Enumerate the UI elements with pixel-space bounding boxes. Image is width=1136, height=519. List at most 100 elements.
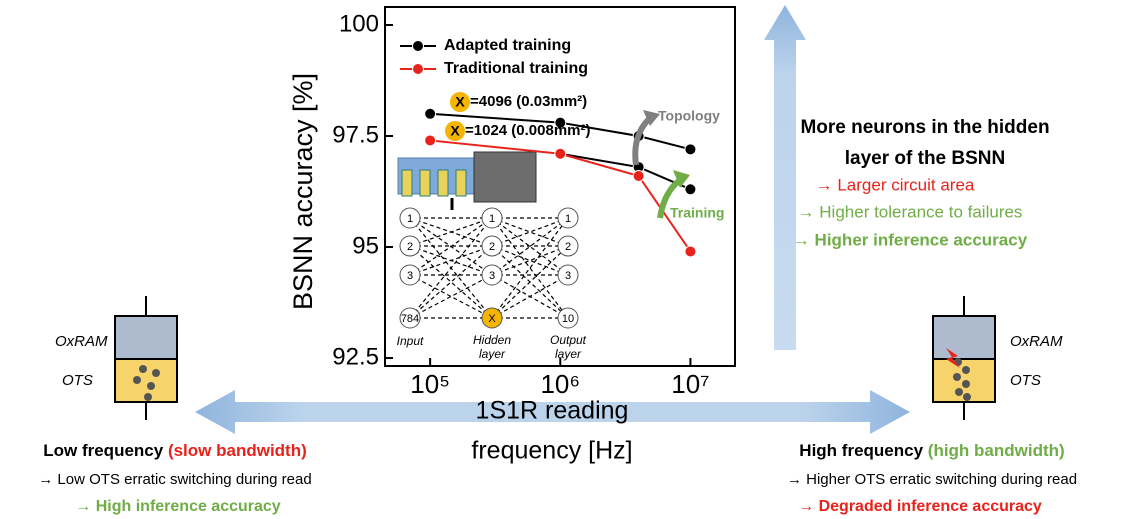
node-label: 1 (489, 213, 495, 225)
layer-label: Hidden (473, 333, 511, 347)
data-point (554, 116, 567, 129)
layer-label: Output (550, 333, 587, 347)
node-label: 784 (401, 313, 419, 325)
y-tick-label: 95 (352, 232, 379, 259)
topology-arrow (632, 115, 653, 166)
data-point (632, 169, 645, 182)
effect-text: → Low OTS erratic switching during read (38, 471, 311, 488)
node-label: 3 (489, 270, 495, 282)
frequency-arrow (195, 390, 910, 434)
y-tick-label: 100 (339, 10, 379, 37)
node (557, 264, 579, 286)
node-label: 2 (489, 241, 495, 253)
legend-marker (412, 40, 424, 52)
node (481, 264, 503, 286)
effect-text: → Higher inference accuracy (793, 230, 1028, 249)
topology-arrowhead (643, 110, 660, 126)
node-label: 1 (565, 213, 571, 225)
layer-label: layer (555, 347, 582, 361)
effect-text: → Higher OTS erratic switching during re… (787, 471, 1077, 488)
result-text: → High inference accuracy (75, 498, 281, 515)
node-label: 2 (407, 241, 413, 253)
data-point (424, 107, 437, 120)
heading: High frequency (799, 441, 923, 460)
pillar (437, 169, 449, 197)
low-frequency-heading: Low frequency (slow bandwidth) (43, 441, 307, 460)
oxram-label: OxRAM (1010, 333, 1063, 350)
ots-label: OTS (1010, 372, 1041, 389)
node (481, 235, 503, 257)
series-line (430, 139, 692, 253)
x-symbol: X (450, 123, 460, 139)
connection (409, 274, 493, 319)
node-label: 3 (407, 270, 413, 282)
neurons-arrow (764, 5, 806, 350)
node (557, 235, 579, 257)
y-axis-label: BSNN accuracy [%] (288, 73, 318, 310)
connection (491, 217, 569, 276)
node (557, 307, 579, 329)
data-point (684, 183, 697, 196)
node (557, 207, 579, 229)
x-axis-label: frequency [Hz] (471, 437, 632, 465)
x-badge (445, 121, 465, 141)
connection (409, 217, 493, 319)
node-label: 10 (562, 313, 574, 325)
connection (491, 274, 569, 319)
node (481, 207, 503, 229)
layer-label: layer (479, 347, 506, 361)
effect-text: → Higher tolerance to failures (798, 202, 1023, 221)
oxram-label: OxRAM (55, 333, 108, 350)
x-tick-label: 10⁶ (540, 369, 580, 399)
ots-label: OTS (62, 372, 93, 389)
y-tick-label: 97.5 (332, 121, 379, 148)
node (399, 207, 421, 229)
data-point (684, 143, 697, 156)
node (399, 264, 421, 286)
high-frequency-heading: High frequency (high bandwidth) (799, 441, 1064, 460)
bandwidth: (high bandwidth) (928, 441, 1065, 460)
layer-label: Input (397, 334, 424, 348)
connection (409, 245, 493, 276)
neurons-title: layer of the BSNN (845, 148, 1005, 169)
training-arrowhead (673, 170, 690, 188)
annotation: Topology (658, 108, 720, 124)
node-label: X (488, 313, 496, 325)
connection (409, 274, 493, 319)
pillar (419, 169, 431, 197)
neurons-title: More neurons in the hidden (800, 117, 1049, 138)
node (399, 307, 421, 329)
plot: 92.5 95 97.5 100 10⁵ 10⁶ 10⁷ BSNN accuracy [%] 1… (288, 6, 736, 465)
data-point (684, 245, 697, 258)
legend-label: Adapted training (444, 37, 571, 54)
bandwidth: (slow bandwidth) (168, 441, 307, 460)
node (399, 235, 421, 257)
training-arrow (657, 177, 682, 219)
node (481, 307, 503, 329)
connection (491, 245, 569, 319)
series-line (430, 112, 691, 151)
sem-image (473, 151, 537, 203)
x-symbol: X (455, 94, 465, 110)
heading: Low frequency (43, 441, 164, 460)
legend-label: Traditional training (444, 60, 588, 77)
connection (409, 217, 493, 247)
x-tick-label: 10⁷ (671, 369, 709, 399)
node-label: 3 (565, 270, 571, 282)
y-tick-label: 92.5 (332, 343, 379, 370)
node-label: 1 (407, 213, 413, 225)
data-point (554, 147, 567, 160)
annotation: =1024 (0.008mm²) (465, 122, 591, 139)
result-text: → Degraded inference accuracy (798, 498, 1042, 515)
device-low (114, 296, 178, 420)
pillar (455, 169, 467, 197)
device-high (932, 296, 996, 420)
x-badge (450, 92, 470, 112)
x-tick-label: 10⁵ (410, 369, 450, 399)
effect-text: → Larger circuit area (816, 175, 975, 194)
x-axis-label: 1S1R reading (476, 397, 629, 425)
node-label: 2 (565, 241, 571, 253)
pillar (401, 169, 413, 197)
connection (491, 217, 569, 276)
